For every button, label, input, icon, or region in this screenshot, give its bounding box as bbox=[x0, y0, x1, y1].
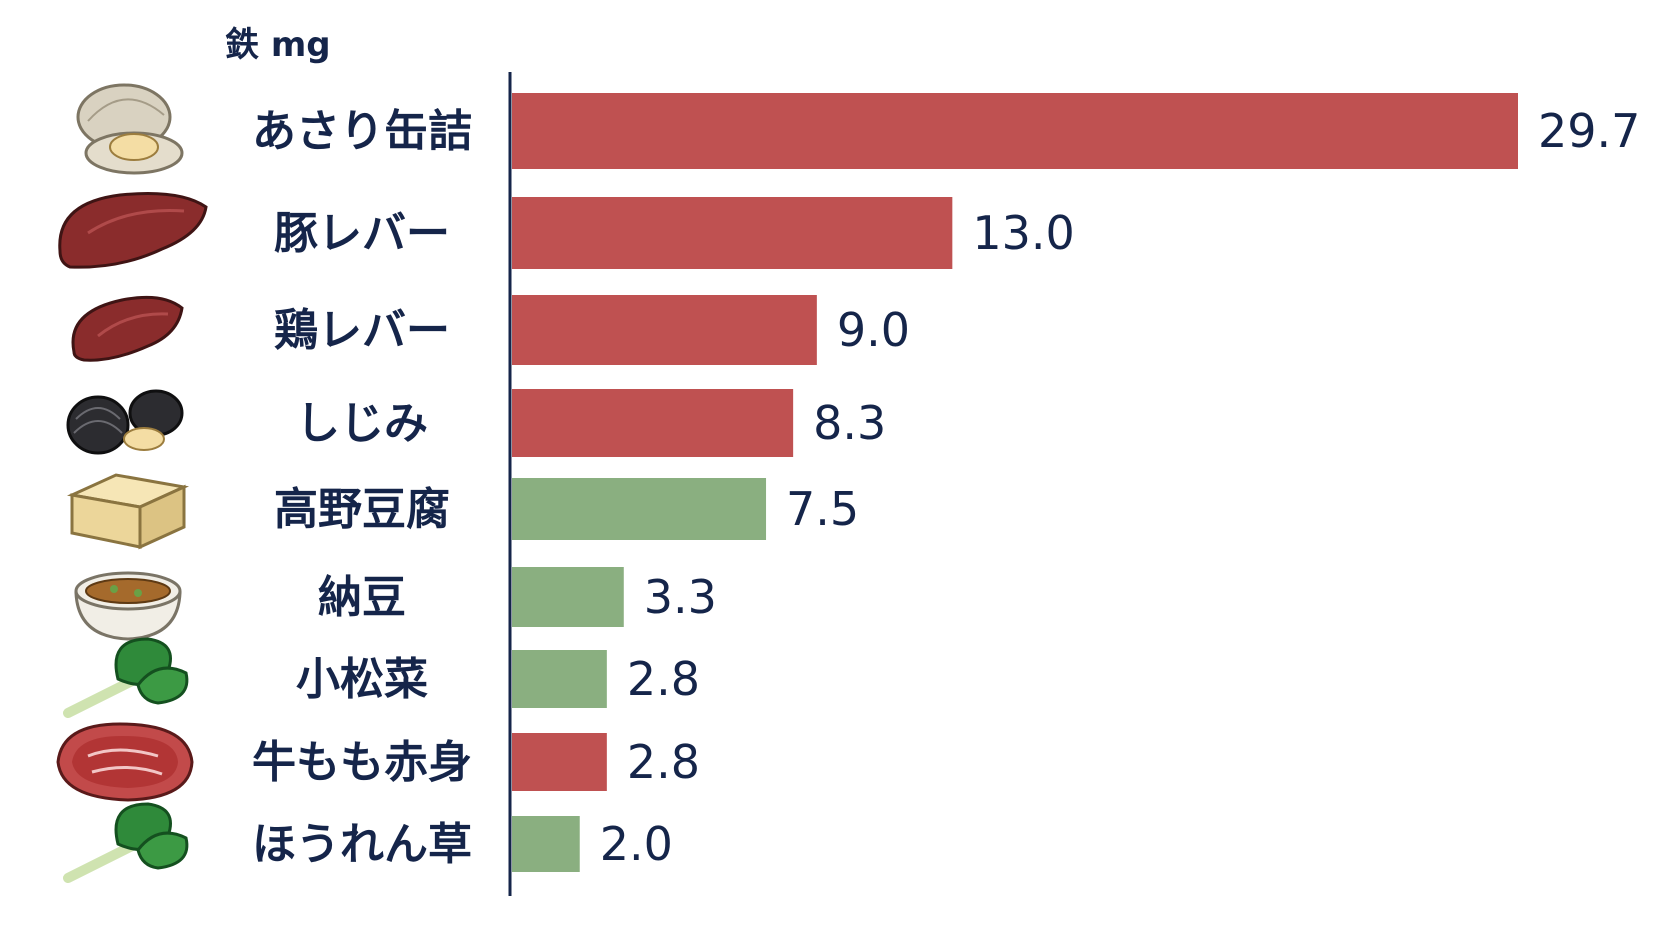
bar bbox=[512, 733, 607, 791]
category-label: 牛もも赤身 bbox=[252, 737, 472, 788]
spinach-icon bbox=[63, 802, 189, 883]
bar bbox=[512, 567, 624, 627]
value-label: 2.8 bbox=[627, 652, 700, 706]
value-label: 2.8 bbox=[627, 735, 700, 789]
pork-liver-icon bbox=[58, 192, 208, 269]
bar bbox=[512, 389, 794, 457]
value-label: 8.3 bbox=[813, 396, 886, 450]
bar bbox=[512, 197, 953, 269]
beef-steak-icon bbox=[56, 722, 194, 802]
bar bbox=[512, 650, 607, 708]
bars bbox=[512, 93, 1518, 872]
bar bbox=[512, 478, 767, 540]
category-label: ほうれん草 bbox=[252, 819, 472, 870]
category-label: しじみ bbox=[296, 398, 428, 449]
natto-bowl-icon bbox=[74, 571, 182, 641]
value-label: 13.0 bbox=[972, 206, 1074, 260]
value-label: 3.3 bbox=[644, 570, 717, 624]
category-label: 納豆 bbox=[318, 572, 406, 623]
clam-icon bbox=[76, 83, 184, 175]
bar bbox=[512, 816, 580, 872]
chicken-liver-icon bbox=[71, 295, 184, 362]
category-label: 豚レバー bbox=[274, 208, 450, 259]
komatsuna-icon bbox=[63, 637, 189, 718]
category-label: 鶏レバー bbox=[274, 305, 450, 356]
bar bbox=[512, 295, 817, 365]
category-label: 高野豆腐 bbox=[274, 484, 450, 535]
category-label: あさり缶詰 bbox=[252, 106, 472, 157]
food-icons bbox=[56, 83, 208, 883]
value-label: 2.0 bbox=[600, 817, 673, 871]
shijimi-clam-icon bbox=[66, 389, 184, 455]
bar bbox=[512, 93, 1518, 169]
koya-tofu-icon bbox=[66, 473, 190, 550]
unit-label: 鉄 mg bbox=[225, 25, 331, 65]
category-label: 小松菜 bbox=[296, 654, 428, 705]
value-label: 29.7 bbox=[1538, 104, 1640, 158]
value-label: 9.0 bbox=[837, 303, 910, 357]
value-label: 7.5 bbox=[786, 482, 859, 536]
value-labels: 29.7 13.0 9.0 8.3 7.5 3.3 2.8 2.8 2.0 bbox=[600, 104, 1641, 871]
